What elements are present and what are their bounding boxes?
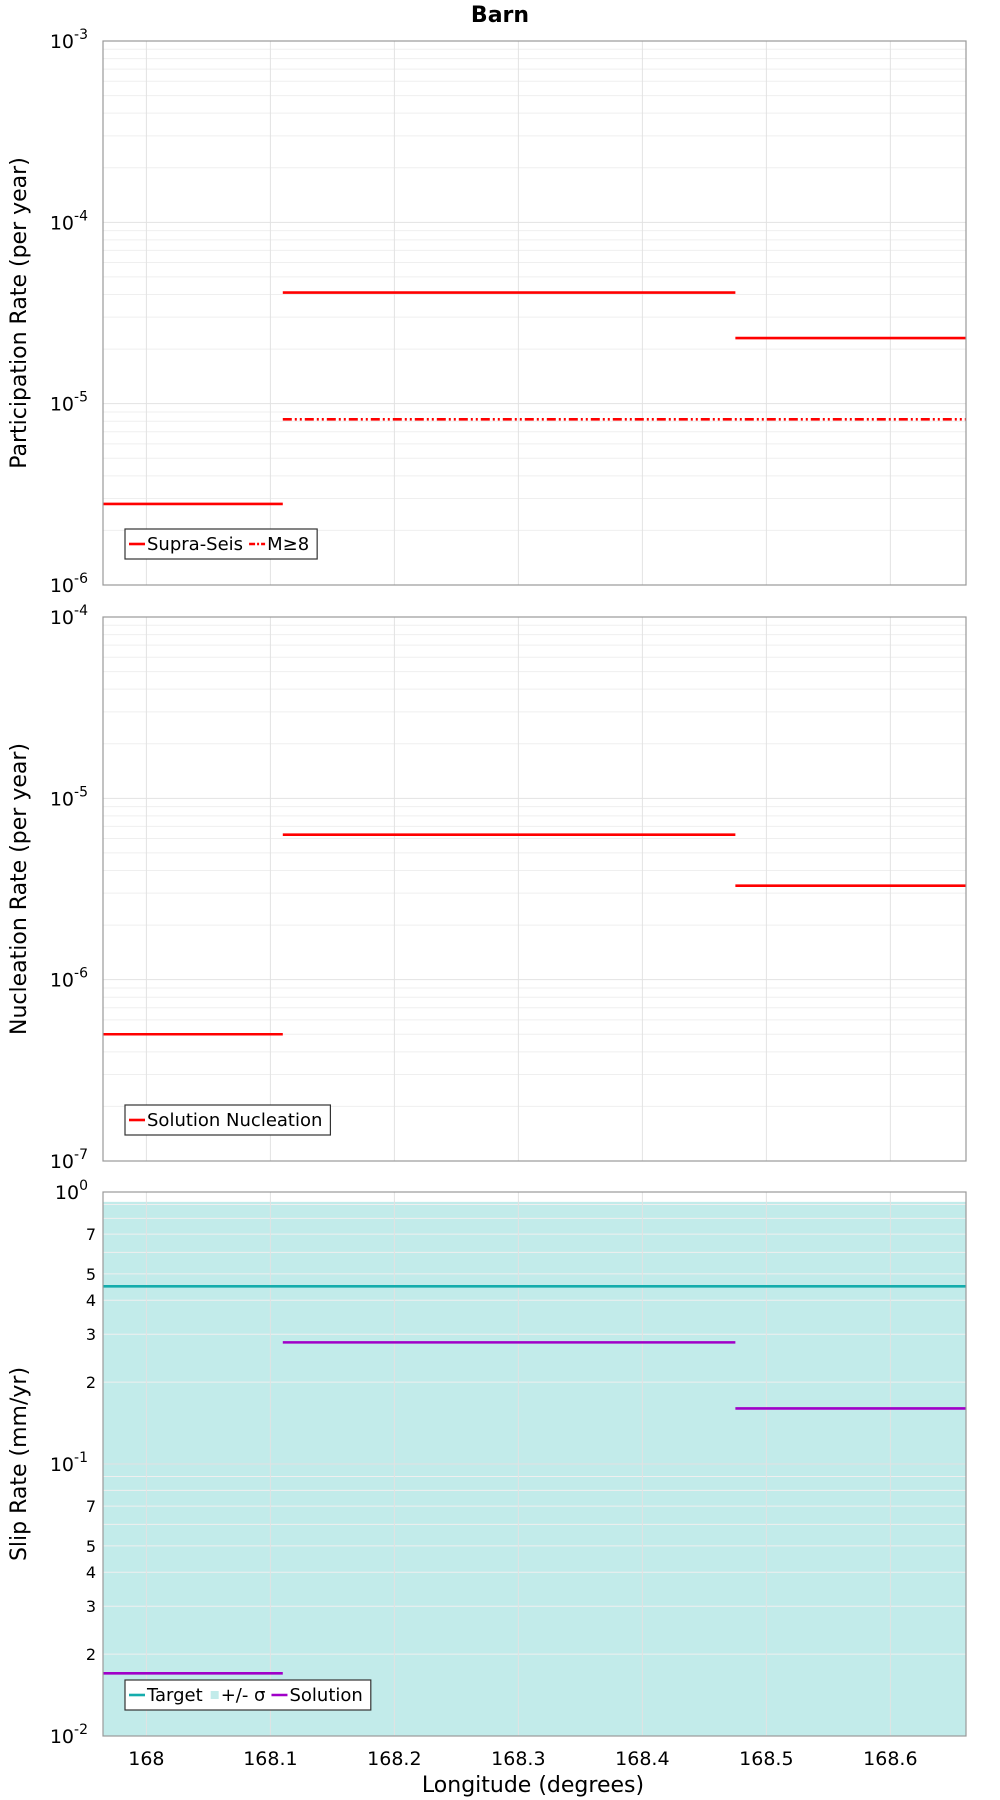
y-tick-base: 10	[50, 607, 74, 629]
y-minor-tick-label: 2	[86, 1645, 96, 1664]
y-tick-label: 10-4	[50, 208, 88, 234]
y-tick-base: 10	[50, 1151, 74, 1173]
x-axis-label: Longitude (degrees)	[422, 1773, 644, 1798]
y-tick-exponent: -5	[74, 784, 88, 800]
y-tick-exponent: -7	[74, 1147, 88, 1163]
y-tick-label: 10-6	[50, 966, 88, 992]
y-minor-tick-label: 7	[86, 1497, 96, 1516]
x-tick-label: 168.4	[615, 1748, 669, 1770]
y-minor-tick-label: 4	[86, 1291, 96, 1310]
x-tick-label: 168.3	[491, 1748, 545, 1770]
y-tick-exponent: -2	[74, 1722, 88, 1738]
y-tick-base: 10	[50, 212, 74, 234]
legend: Supra-Seis M≥8	[124, 528, 318, 560]
y-axis-label: Participation Rate (per year)	[7, 157, 32, 469]
y-tick-exponent: -6	[74, 966, 88, 982]
x-tick-label: 168.5	[739, 1748, 793, 1770]
y-axis-label: Slip Rate (mm/yr)	[7, 1367, 32, 1561]
y-minor-tick-label: 7	[86, 1225, 96, 1244]
legend-entry-label: +/- σ	[221, 1685, 266, 1706]
legend: Solution Nucleation	[124, 1104, 332, 1136]
y-minor-tick-label: 3	[86, 1597, 96, 1616]
plot-frame	[102, 40, 967, 586]
y-tick-base: 10	[50, 575, 74, 597]
y-tick-base: 10	[50, 970, 74, 992]
y-minor-tick-label: 3	[86, 1325, 96, 1344]
y-tick-exponent: -3	[74, 27, 88, 43]
y-tick-exponent: 0	[79, 1178, 88, 1194]
legend-entry-label: Target	[146, 1685, 203, 1706]
x-tick-label: 168	[128, 1748, 164, 1770]
y-tick-exponent: -6	[74, 571, 88, 587]
y-tick-label: 10-4	[50, 603, 88, 629]
y-minor-tick-label: 4	[86, 1563, 96, 1582]
y-tick-exponent: -4	[74, 208, 88, 224]
y-tick-base: 10	[50, 788, 74, 810]
legend-box	[124, 528, 318, 560]
plot-frame	[102, 1191, 967, 1737]
y-tick-label: 10-2	[50, 1722, 88, 1748]
y-tick-base: 10	[50, 1454, 74, 1476]
y-tick-label: 100	[55, 1178, 88, 1204]
y-minor-tick-label: 2	[86, 1373, 96, 1392]
y-tick-base: 10	[55, 1182, 79, 1204]
y-tick-base: 10	[50, 31, 74, 53]
legend-box	[124, 1104, 332, 1136]
y-minor-tick-label: 5	[86, 1265, 96, 1284]
legend: Target +/- σ Solution	[124, 1679, 372, 1711]
y-tick-exponent: -4	[74, 603, 88, 619]
legend-entry-label: Supra-Seis	[147, 534, 243, 555]
y-tick-base: 10	[50, 1726, 74, 1748]
y-tick-label: 10-7	[50, 1147, 88, 1173]
y-tick-label: 10-1	[50, 1450, 88, 1476]
y-tick-exponent: -5	[74, 390, 88, 406]
legend-box	[124, 1679, 372, 1711]
sigma-band	[103, 1201, 966, 1736]
y-tick-label: 10-3	[50, 27, 88, 53]
y-tick-label: 10-6	[50, 571, 88, 597]
y-tick-base: 10	[50, 394, 74, 416]
y-minor-tick-label: 5	[86, 1537, 96, 1556]
x-tick-label: 168.1	[243, 1748, 297, 1770]
x-tick-label: 168.2	[367, 1748, 421, 1770]
y-axis-label: Nucleation Rate (per year)	[7, 743, 32, 1035]
legend-entry-label: Solution Nucleation	[147, 1110, 322, 1131]
y-tick-label: 10-5	[50, 784, 88, 810]
legend-swatch-patch	[210, 1691, 219, 1699]
figure-title: Barn	[471, 3, 529, 28]
legend-entry-label: M≥8	[267, 534, 309, 555]
y-tick-label: 10-5	[50, 390, 88, 416]
x-tick-label: 168.6	[863, 1748, 917, 1770]
y-tick-exponent: -1	[74, 1450, 88, 1466]
legend-entry-label: Solution	[289, 1685, 362, 1706]
plot-frame	[102, 616, 967, 1162]
